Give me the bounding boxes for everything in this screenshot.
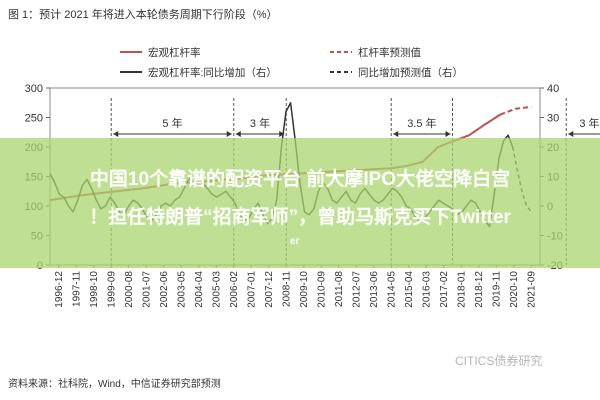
x-tick-label: 2012-07 — [351, 271, 362, 308]
legend-label: 宏观杠杆率:同比增加（右） — [148, 66, 277, 79]
x-tick-label: 2017-02 — [439, 271, 450, 308]
cycle-arrow-head — [445, 131, 451, 137]
x-tick-label: 2007-01 — [246, 271, 257, 308]
x-tick-label: 2014-05 — [386, 271, 397, 308]
left-tick-label: 250 — [25, 113, 43, 125]
x-tick-label: 2001-07 — [141, 271, 152, 308]
x-tick-label: 2015-04 — [404, 271, 415, 308]
cycle-label: 3.5 年 — [407, 116, 436, 130]
x-tick-label: 2009-10 — [299, 271, 310, 308]
cycle-arrow-head — [393, 131, 399, 137]
x-tick-label: 1997-11 — [71, 271, 82, 307]
x-tick-label: 2008-11 — [281, 271, 292, 307]
x-tick-label: 2019-11 — [491, 271, 502, 307]
cycle-arrow-head — [235, 131, 241, 137]
x-tick-label: 2018-12 — [474, 271, 485, 308]
source-note: 资料来源：社科院，Wind，中信证券研究部预测 — [8, 379, 221, 390]
x-tick-label: 2004-04 — [194, 271, 205, 308]
cycle-arrow-head — [279, 131, 285, 137]
x-tick-label: 2021-09 — [526, 271, 537, 308]
cycle-label: 3 年? — [579, 116, 600, 130]
cycle-label: 5 年 — [162, 116, 182, 130]
overlay-banner[interactable]: 中国10个靠谱的配资平台 前大摩IPO大佬空降白宫 ！担任特朗普“招商军师”，曾… — [0, 138, 600, 268]
x-tick-label: 2020-10 — [509, 271, 520, 308]
chart-title: 图 1：预计 2021 年将进入本轮债务周期下行阶段（%） — [8, 9, 278, 21]
legend-label: 杠杆率预测值 — [358, 46, 421, 59]
banner-line-2: ！担任特朗普“招商军师”，曾助马斯克买下Twitter — [89, 207, 511, 228]
cycle-arrow-head — [113, 131, 119, 137]
banner-line-1: 中国10个靠谱的配资平台 前大摩IPO大佬空降白宫 — [89, 169, 511, 190]
cycle-arrow-head — [226, 131, 232, 137]
banner-line-3: er — [290, 236, 300, 247]
right-tick-label: 30 — [547, 113, 559, 125]
watermark-text: CITICS债券研究 — [455, 354, 543, 368]
cycle-label: 3 年 — [250, 116, 270, 130]
x-tick-label: 2018-01 — [456, 271, 467, 308]
x-tick-label: 2011-08 — [334, 271, 345, 307]
x-tick-label: 2006-02 — [229, 271, 240, 308]
x-tick-label: 1996-12 — [54, 271, 65, 308]
x-tick-label: 2005-03 — [211, 271, 222, 308]
x-tick-label: 2013-06 — [369, 271, 380, 308]
x-tick-label: 2007-12 — [264, 271, 275, 308]
x-tick-label: 2016-03 — [421, 271, 432, 308]
x-tick-label: 2002-06 — [159, 271, 170, 308]
x-tick-label: 1999-09 — [106, 271, 117, 308]
legend-label: 同比增加预测值（右） — [358, 66, 463, 79]
right-tick-label: 40 — [547, 83, 559, 95]
cycle-arrow-head — [568, 131, 574, 137]
series-line-1 — [499, 105, 532, 116]
x-tick-label: 1998-10 — [89, 271, 100, 308]
x-tick-label: 2010-09 — [316, 271, 327, 308]
legend-label: 宏观杠杆率 — [148, 46, 201, 59]
x-tick-label: 2003-05 — [176, 271, 187, 308]
x-tick-label: 2000-08 — [124, 271, 135, 308]
left-tick-label: 300 — [25, 83, 43, 95]
